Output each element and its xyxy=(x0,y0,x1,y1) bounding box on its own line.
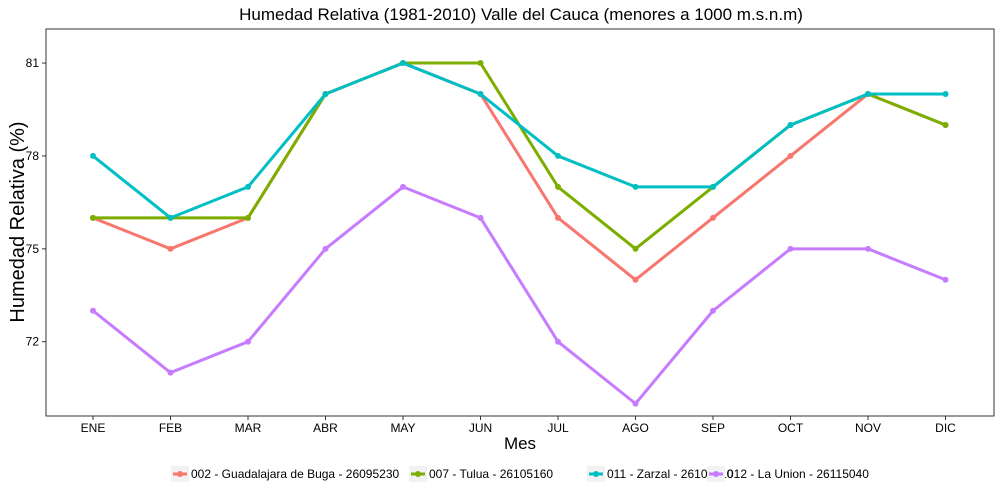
data-point xyxy=(477,91,484,98)
series-group xyxy=(90,60,949,221)
x-tick-label: JUN xyxy=(469,421,492,435)
data-point xyxy=(787,245,794,252)
data-point xyxy=(245,338,251,345)
x-tick-label: MAR xyxy=(235,421,262,435)
data-point xyxy=(632,276,639,283)
series-layer xyxy=(90,60,949,407)
legend-item: 007 - Tulua - 26105160 xyxy=(409,466,553,482)
x-tick-label: OCT xyxy=(778,421,804,435)
y-tick-label: 78 xyxy=(26,149,40,163)
data-point xyxy=(90,307,96,314)
data-point xyxy=(400,60,406,67)
legend-key-point xyxy=(415,471,421,477)
legend-key-point xyxy=(177,471,183,477)
x-tick-label: JUL xyxy=(547,421,569,435)
x-tick-label: NOV xyxy=(855,421,881,435)
legend-label: 011 - Zarzal - 26105110 xyxy=(607,467,734,481)
data-point xyxy=(167,369,174,376)
data-point xyxy=(167,214,174,221)
data-point xyxy=(865,245,871,252)
plot-panel xyxy=(45,28,995,417)
data-point xyxy=(555,152,561,159)
legend-label: 007 - Tulua - 26105160 xyxy=(429,467,553,481)
y-axis-title: Humedad Relativa (%) xyxy=(7,121,29,322)
series-line xyxy=(91,61,947,220)
legend-item: 011 - Zarzal - 26105110 xyxy=(587,466,734,482)
data-point xyxy=(90,214,96,221)
data-point xyxy=(787,121,794,128)
data-point xyxy=(555,183,561,190)
data-point xyxy=(322,91,329,98)
data-point xyxy=(167,245,174,252)
data-point xyxy=(90,152,96,159)
data-point xyxy=(787,152,794,159)
x-tick-label: ENE xyxy=(81,421,106,435)
x-tick-label: DIC xyxy=(935,421,956,435)
y-tick-label: 75 xyxy=(26,242,40,256)
series-group xyxy=(90,183,949,407)
legend-label: 012 - La Union - 26115040 xyxy=(727,467,869,481)
y-axis: 72 75 78 81 xyxy=(26,56,46,349)
y-tick-label: 81 xyxy=(26,56,40,70)
data-point xyxy=(865,91,871,98)
x-tick-label: AGO xyxy=(622,421,649,435)
data-point xyxy=(632,183,639,190)
data-point xyxy=(632,400,639,407)
legend-label: 002 - Guadalajara de Buga - 26095230 xyxy=(191,467,399,481)
x-axis: ENE FEB MAR ABR MAY JUN JUL AGO SEP OCT NOV DIC xyxy=(81,416,956,435)
data-point xyxy=(322,245,329,252)
data-point xyxy=(477,214,484,221)
x-tick-label: ABR xyxy=(313,421,338,435)
data-point xyxy=(245,183,251,190)
data-point xyxy=(710,214,716,221)
data-point xyxy=(477,60,484,67)
data-point xyxy=(942,121,949,128)
legend-key-point xyxy=(713,471,719,477)
x-tick-label: SEP xyxy=(701,421,725,435)
data-point xyxy=(942,91,949,98)
x-axis-title: Mes xyxy=(504,434,536,453)
data-point xyxy=(555,338,561,345)
y-tick-label: 72 xyxy=(26,335,40,349)
legend: 002 - Guadalajara de Buga - 26095230 007 … xyxy=(171,466,869,482)
data-point xyxy=(245,214,251,221)
x-tick-label: FEB xyxy=(159,421,182,435)
data-point xyxy=(942,276,949,283)
series-line xyxy=(91,185,947,406)
data-point xyxy=(710,307,716,314)
x-tick-label: MAY xyxy=(390,421,415,435)
legend-key-point xyxy=(593,471,599,477)
data-point xyxy=(555,214,561,221)
data-point xyxy=(400,183,406,190)
legend-item: 002 - Guadalajara de Buga - 26095230 xyxy=(171,466,399,482)
data-point xyxy=(710,183,716,190)
chart-title: Humedad Relativa (1981-2010) Valle del C… xyxy=(239,5,803,24)
legend-item: 012 - La Union - 26115040 xyxy=(707,466,869,482)
series-line xyxy=(91,61,947,282)
data-point xyxy=(632,245,639,252)
